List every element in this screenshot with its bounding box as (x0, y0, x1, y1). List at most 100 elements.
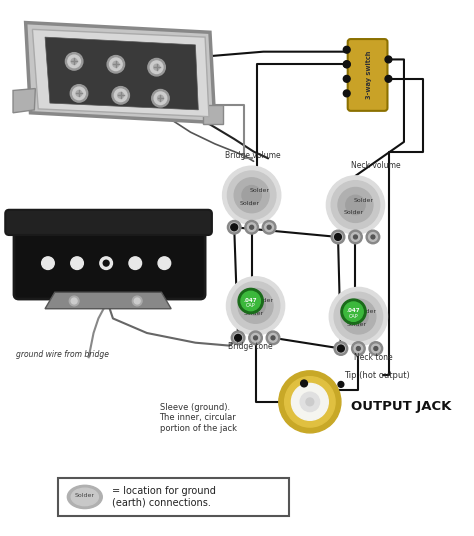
Circle shape (158, 257, 171, 270)
Circle shape (132, 296, 142, 306)
Text: CAP: CAP (246, 303, 255, 308)
Circle shape (103, 260, 109, 266)
Circle shape (76, 91, 82, 96)
Text: Bridge volume: Bridge volume (225, 151, 280, 160)
Text: Solder: Solder (253, 299, 273, 303)
Text: 3-way switch: 3-way switch (365, 51, 372, 99)
Text: Bridge tone: Bridge tone (228, 343, 273, 352)
Circle shape (354, 344, 363, 353)
Circle shape (385, 56, 392, 63)
Circle shape (39, 255, 57, 272)
Circle shape (349, 307, 368, 326)
Circle shape (352, 342, 365, 355)
Text: Solder: Solder (356, 309, 376, 314)
Text: .047: .047 (244, 297, 257, 302)
Circle shape (329, 287, 387, 346)
Circle shape (279, 371, 341, 433)
Text: portion of the jack: portion of the jack (160, 424, 237, 433)
Text: Solder: Solder (240, 200, 260, 205)
Circle shape (65, 53, 83, 70)
Circle shape (371, 235, 375, 239)
Circle shape (351, 233, 360, 241)
Circle shape (228, 220, 241, 234)
Circle shape (223, 166, 281, 225)
Circle shape (107, 56, 125, 73)
Circle shape (385, 76, 392, 82)
Circle shape (232, 225, 236, 229)
Text: Neck tone: Neck tone (354, 353, 392, 362)
Circle shape (68, 255, 86, 272)
Circle shape (70, 85, 88, 102)
Circle shape (148, 58, 165, 76)
Polygon shape (13, 88, 36, 113)
Circle shape (331, 181, 380, 229)
Circle shape (69, 296, 79, 306)
Circle shape (238, 288, 273, 323)
Circle shape (235, 334, 241, 341)
Circle shape (73, 87, 85, 100)
Polygon shape (45, 292, 171, 309)
Text: Neck volume: Neck volume (351, 161, 400, 170)
Circle shape (337, 345, 344, 352)
Circle shape (100, 257, 112, 270)
Circle shape (269, 333, 277, 342)
Circle shape (228, 171, 276, 220)
Circle shape (238, 288, 264, 314)
Circle shape (247, 223, 256, 232)
Circle shape (285, 377, 335, 427)
Circle shape (366, 230, 380, 244)
Circle shape (241, 291, 260, 311)
Circle shape (152, 90, 169, 107)
Circle shape (150, 61, 163, 73)
Text: Solder: Solder (346, 322, 366, 327)
Circle shape (262, 220, 276, 234)
Circle shape (331, 230, 345, 244)
Text: (earth) connections.: (earth) connections. (112, 498, 211, 508)
Circle shape (68, 55, 81, 68)
Ellipse shape (71, 488, 99, 505)
FancyBboxPatch shape (58, 478, 289, 516)
Circle shape (231, 331, 245, 345)
Circle shape (344, 302, 363, 322)
Circle shape (254, 336, 257, 340)
Text: Solder: Solder (353, 198, 373, 203)
Circle shape (334, 233, 342, 241)
Circle shape (134, 298, 140, 304)
Circle shape (242, 185, 261, 205)
Text: Solder: Solder (344, 210, 364, 215)
Circle shape (356, 347, 360, 351)
Circle shape (157, 95, 164, 101)
Circle shape (346, 195, 365, 214)
Circle shape (336, 235, 340, 239)
Circle shape (341, 299, 366, 324)
Text: Sleeve (ground).: Sleeve (ground). (160, 403, 229, 412)
Circle shape (234, 178, 269, 213)
Text: Tip (hot output): Tip (hot output) (344, 370, 410, 379)
Circle shape (155, 255, 173, 272)
Circle shape (42, 257, 54, 270)
Text: The inner, circular: The inner, circular (160, 413, 236, 422)
Circle shape (349, 230, 362, 244)
Circle shape (343, 46, 350, 53)
Circle shape (354, 235, 357, 239)
Circle shape (343, 61, 350, 68)
Circle shape (127, 255, 144, 272)
Circle shape (306, 398, 314, 406)
Circle shape (338, 382, 344, 388)
Circle shape (271, 336, 275, 340)
Text: CAP: CAP (349, 314, 358, 319)
Circle shape (71, 298, 77, 304)
Circle shape (154, 92, 167, 105)
Circle shape (231, 224, 237, 230)
Circle shape (251, 333, 260, 342)
Circle shape (129, 257, 142, 270)
Circle shape (154, 64, 160, 70)
Circle shape (109, 58, 122, 71)
Text: ground wire from bridge: ground wire from bridge (16, 350, 109, 359)
Circle shape (231, 281, 280, 330)
Circle shape (114, 89, 127, 102)
Circle shape (334, 342, 348, 355)
Circle shape (327, 176, 384, 234)
Circle shape (343, 90, 350, 97)
Circle shape (112, 87, 129, 104)
